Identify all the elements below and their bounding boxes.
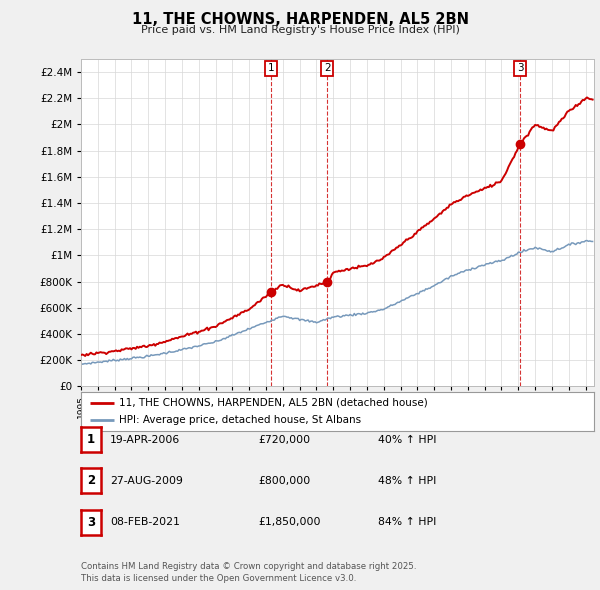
Text: 3: 3 <box>87 516 95 529</box>
Text: 1: 1 <box>268 63 274 73</box>
Text: 1: 1 <box>87 433 95 446</box>
Text: 11, THE CHOWNS, HARPENDEN, AL5 2BN (detached house): 11, THE CHOWNS, HARPENDEN, AL5 2BN (deta… <box>119 398 428 408</box>
Text: 11, THE CHOWNS, HARPENDEN, AL5 2BN: 11, THE CHOWNS, HARPENDEN, AL5 2BN <box>131 12 469 27</box>
Text: Price paid vs. HM Land Registry's House Price Index (HPI): Price paid vs. HM Land Registry's House … <box>140 25 460 35</box>
Text: £720,000: £720,000 <box>258 435 310 444</box>
Text: 27-AUG-2009: 27-AUG-2009 <box>110 476 182 486</box>
Text: 2: 2 <box>324 63 331 73</box>
Text: 48% ↑ HPI: 48% ↑ HPI <box>378 476 436 486</box>
Text: £800,000: £800,000 <box>258 476 310 486</box>
Text: 3: 3 <box>517 63 523 73</box>
Text: 2: 2 <box>87 474 95 487</box>
Text: 08-FEB-2021: 08-FEB-2021 <box>110 517 179 527</box>
Text: 40% ↑ HPI: 40% ↑ HPI <box>378 435 437 444</box>
Text: £1,850,000: £1,850,000 <box>258 517 320 527</box>
Text: HPI: Average price, detached house, St Albans: HPI: Average price, detached house, St A… <box>119 415 362 425</box>
Text: 84% ↑ HPI: 84% ↑ HPI <box>378 517 436 527</box>
Text: 19-APR-2006: 19-APR-2006 <box>110 435 180 444</box>
Text: Contains HM Land Registry data © Crown copyright and database right 2025.
This d: Contains HM Land Registry data © Crown c… <box>81 562 416 583</box>
